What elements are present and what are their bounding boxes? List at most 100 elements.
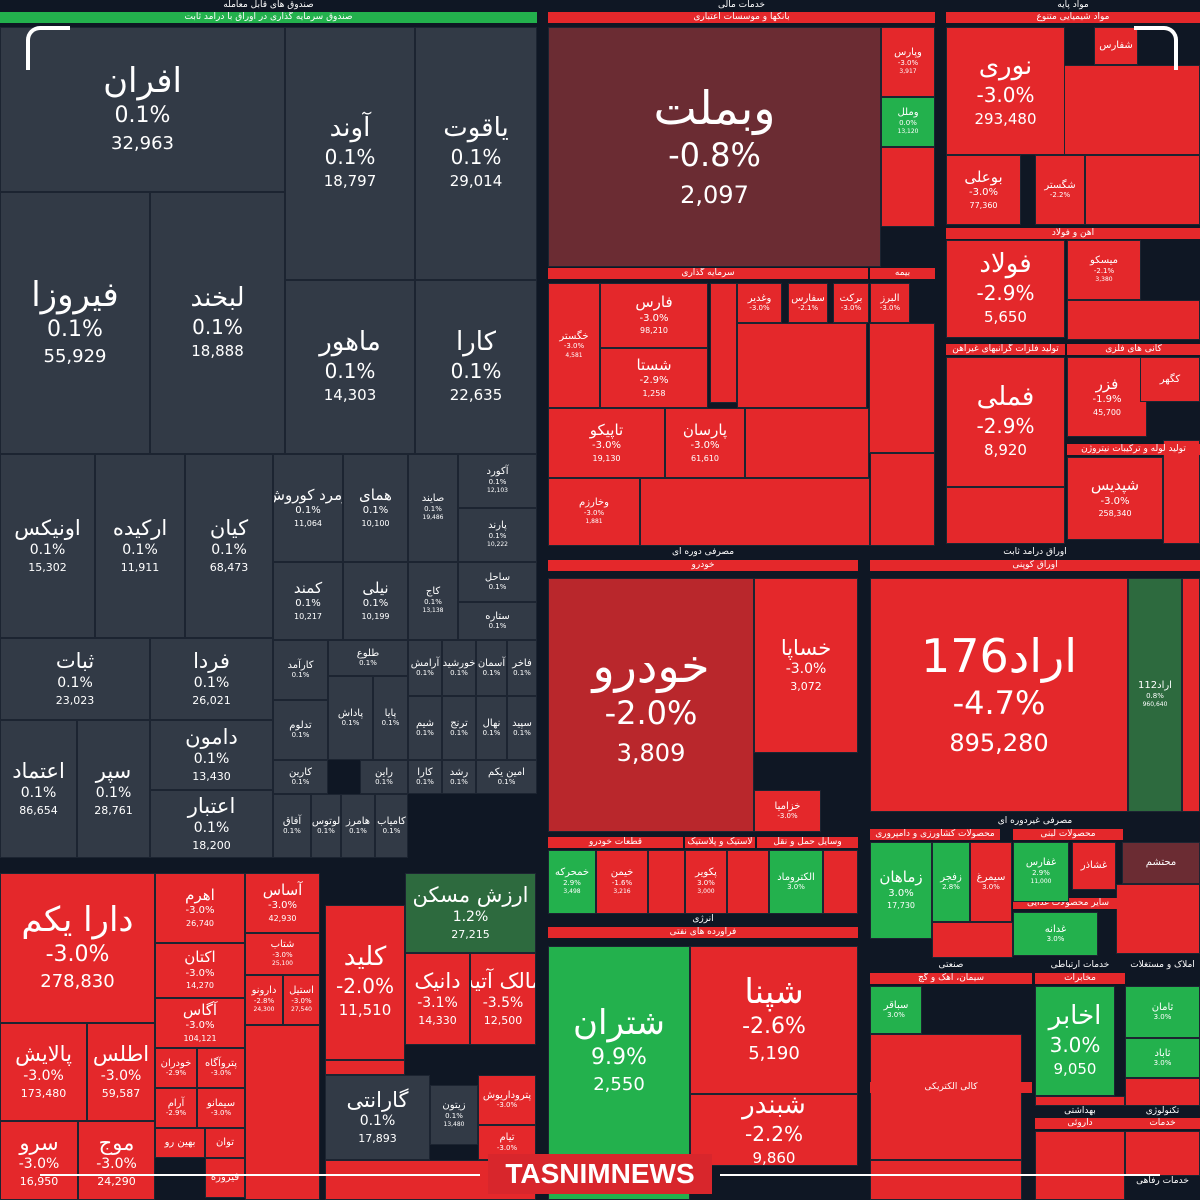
stock-symbol: میسکو (1090, 255, 1118, 267)
stock-change: 0.1% (20, 784, 57, 801)
stock-tile: ساحل 0.1% (458, 562, 537, 602)
stock-tile: پایا 0.1% (373, 676, 408, 760)
stock-symbol: آفاق (282, 815, 302, 827)
stock-symbol: پارسان (682, 420, 728, 439)
stock-value: 258,340 (1098, 509, 1132, 519)
stock-tile: شتران 9.9% 2,550 (548, 946, 690, 1156)
stock-change: -3.0% (185, 905, 215, 917)
subsector-header: کالی الکتریکی (870, 1082, 1032, 1093)
stock-symbol: سپر (95, 759, 132, 784)
stock-change: 0.1% (359, 1113, 396, 1130)
stock-tile: وغدیر -3.0% (737, 283, 782, 323)
stock-change: 0.1% (375, 778, 393, 787)
stock-symbol: کلید (343, 942, 387, 973)
stock-change: 0.1% (359, 659, 377, 668)
sector-header: اوراق درآمد ثابت (870, 547, 1200, 558)
stock-tile: زمرد کوروش0.1%11,064 (273, 454, 343, 562)
stock-change: 1.2% (452, 908, 489, 925)
filler-tile (869, 323, 935, 453)
stock-symbol: سیمانو (206, 1097, 236, 1109)
stock-tile: نوری -3.0% 293,480 (946, 27, 1065, 155)
stock-change: 2.8% (942, 883, 960, 892)
stock-change: 3.0% (982, 883, 1000, 892)
stock-change: -2.0% (335, 974, 395, 999)
stock-change: -2.9% (165, 1109, 187, 1118)
stock-tile: خساپا -3.0% 3,072 (754, 578, 858, 753)
stock-tile: ارزش مسکن 1.2% 27,215 (405, 873, 536, 953)
stock-change: -3.0% (777, 812, 798, 821)
stock-symbol: بهین رو (164, 1137, 196, 1149)
stock-value: 24,290 (97, 1175, 136, 1189)
stock-tile: بهین رو (155, 1128, 205, 1158)
stock-symbol: توان (215, 1137, 235, 1149)
stock-change: 3.0% (1049, 1032, 1101, 1057)
stock-symbol: خودرو (592, 638, 710, 693)
stock-symbol: خمحرکه (554, 867, 590, 879)
subsector-header: قطعات خودرو (548, 837, 683, 848)
filler-tile (870, 1160, 1022, 1200)
stock-symbol: صایند (421, 493, 445, 505)
stock-value: 3,000 (697, 888, 715, 896)
stock-change: 3.0% (1046, 935, 1065, 944)
stock-value: 10,217 (294, 611, 322, 621)
stock-symbol: پاداش (337, 707, 364, 719)
subsector-header: بیمه (870, 268, 935, 279)
stock-tile: آرام -2.9% (155, 1088, 197, 1128)
stock-tile: موج -3.0% 24,290 (78, 1121, 155, 1200)
stock-change: -3.0% (976, 82, 1035, 107)
stock-symbol: آساس (262, 880, 303, 899)
stock-symbol: کارا (455, 326, 497, 357)
stock-symbol: آگاس (182, 1000, 218, 1019)
stock-symbol: آرامش (410, 657, 440, 669)
stock-tile: آسمان 0.1% (476, 640, 507, 696)
subsector-header: سایر محصولات غذایی (1013, 898, 1123, 909)
stock-symbol: اعتبار (187, 794, 236, 819)
stock-symbol: نیلی (362, 578, 389, 597)
stock-change: 2.9% (563, 878, 581, 887)
stock-symbol: اطلس (92, 1042, 150, 1067)
stock-change: 0.1% (450, 669, 468, 678)
filler-tile (932, 922, 1013, 958)
stock-symbol: فزر (1095, 374, 1119, 393)
stock-value: 18,888 (191, 341, 244, 360)
stock-tile: کیان 0.1% 68,473 (185, 454, 273, 638)
stock-change: -3.0% (840, 304, 862, 313)
stock-symbol: پتروداریوش (482, 1089, 532, 1101)
brand-line-left (40, 1174, 480, 1176)
stock-symbol: کگهر (1159, 373, 1181, 385)
stock-symbol: کارا (417, 766, 433, 778)
stock-tile: اعتبار 0.1% 18,200 (150, 790, 273, 858)
stock-change: 0.1% (416, 778, 434, 787)
stock-symbol: فملی (976, 381, 1035, 412)
stock-tile: سرو -3.0% 16,950 (0, 1121, 78, 1200)
stock-tile: ماهور 0.1% 14,303 (285, 280, 415, 454)
stock-change: -3.0% (591, 440, 621, 452)
stock-value: 14,330 (418, 1013, 457, 1027)
stock-tile: دارا یکم -3.0% 278,830 (0, 873, 155, 1023)
stock-tile: اکتان -3.0% 14,270 (155, 943, 245, 998)
stock-symbol: خیمن (610, 867, 634, 879)
stock-symbol: شتران (573, 1002, 665, 1043)
brand-logo: TASNIMNEWS (488, 1154, 712, 1194)
stock-change: -2.2% (1049, 191, 1071, 200)
stock-value: 173,480 (20, 1086, 67, 1100)
stock-change: -2.0% (604, 694, 698, 733)
stock-symbol: اعتماد (12, 759, 65, 784)
stock-tile: کگهر (1140, 357, 1200, 402)
stock-change: 0.1% (482, 669, 501, 678)
brand-bar: TASNIMNEWS (0, 1148, 1200, 1200)
stock-change: -3.5% (482, 994, 524, 1011)
stock-tile: فملی -2.9% 8,920 (946, 357, 1065, 487)
stock-symbol: وخارزم (579, 497, 609, 509)
stock-symbol: گارانتی (346, 1087, 409, 1112)
filler-tile (870, 1034, 1022, 1160)
stock-tile: خورشید 0.1% (442, 640, 476, 696)
stock-symbol: فارس (635, 293, 673, 312)
stock-change: 0.1% (488, 583, 507, 592)
stock-symbol: فردا (193, 649, 230, 674)
stock-change: 0.1% (488, 531, 507, 540)
stock-tile: وبملت -0.8% 2,097 (548, 27, 881, 267)
stock-change: -3.0% (96, 1156, 137, 1173)
stock-symbol: الکتروماد (777, 871, 815, 883)
stock-symbol: زیتون (442, 1100, 466, 1112)
